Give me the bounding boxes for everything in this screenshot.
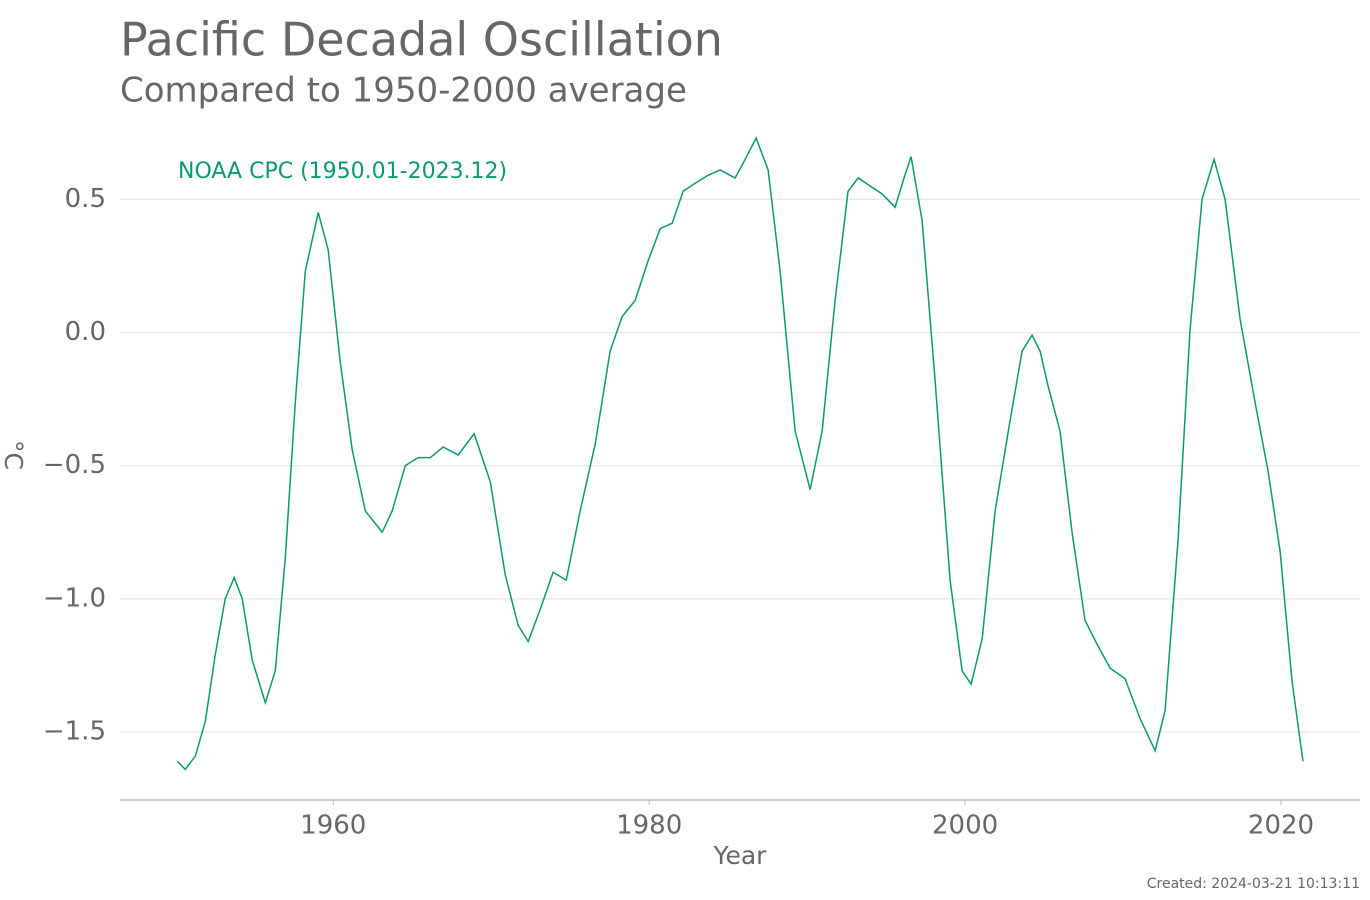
x-tick-label: 2000: [932, 811, 998, 841]
y-tick-label: −1.0: [43, 583, 106, 613]
chart-subtitle: Compared to 1950-2000 average: [120, 71, 687, 111]
data-line: [176, 136, 1304, 771]
x-tick-label: 2020: [1248, 811, 1314, 841]
y-axis-label: °C: [0, 440, 28, 470]
y-tick-label: −1.5: [43, 717, 106, 747]
x-tick-label: 1960: [300, 811, 366, 841]
y-tick-label: 0.5: [65, 184, 106, 214]
legend-label: NOAA CPC (1950.01-2023.12): [178, 159, 507, 184]
y-tick-label: 0.0: [65, 317, 106, 347]
y-tick-label: −0.5: [43, 450, 106, 480]
footer: Created: 2024-03-21 10:13:11: [1147, 876, 1360, 892]
chart-title: Pacific Decadal Oscillation: [120, 13, 723, 67]
x-axis-label: Year: [713, 841, 768, 870]
x-tick-label: 1980: [616, 811, 682, 841]
